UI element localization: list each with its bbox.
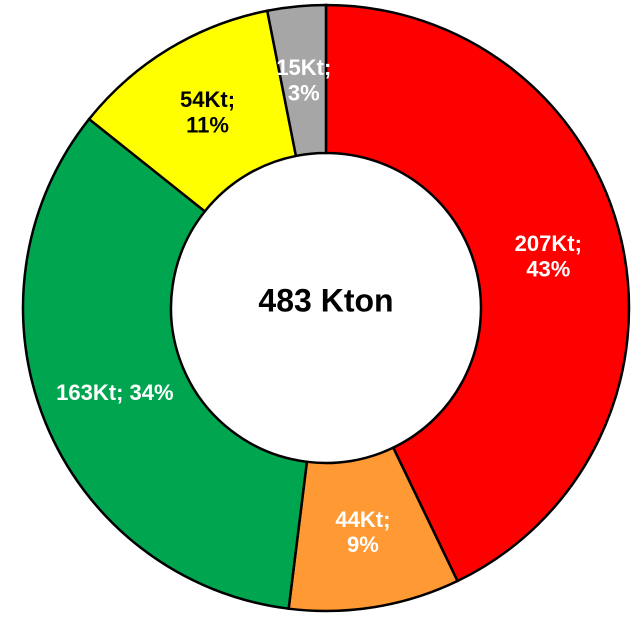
data-label: 163Kt; 34% (56, 380, 173, 405)
data-label: 54Kt; 11% (180, 87, 235, 137)
data-label: 15Kt; 3% (276, 55, 331, 105)
slice (324, 3, 631, 583)
slice (21, 117, 309, 611)
data-label: 44Kt; 9% (335, 507, 390, 557)
slices (21, 3, 631, 613)
slice (265, 3, 328, 158)
data-label: 207Kt; 43% (515, 231, 582, 281)
center-label: 483 Kton (258, 282, 393, 318)
